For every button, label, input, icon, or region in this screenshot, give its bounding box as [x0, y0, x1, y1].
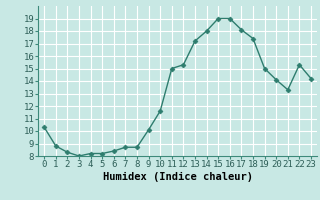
X-axis label: Humidex (Indice chaleur): Humidex (Indice chaleur) [103, 172, 252, 182]
